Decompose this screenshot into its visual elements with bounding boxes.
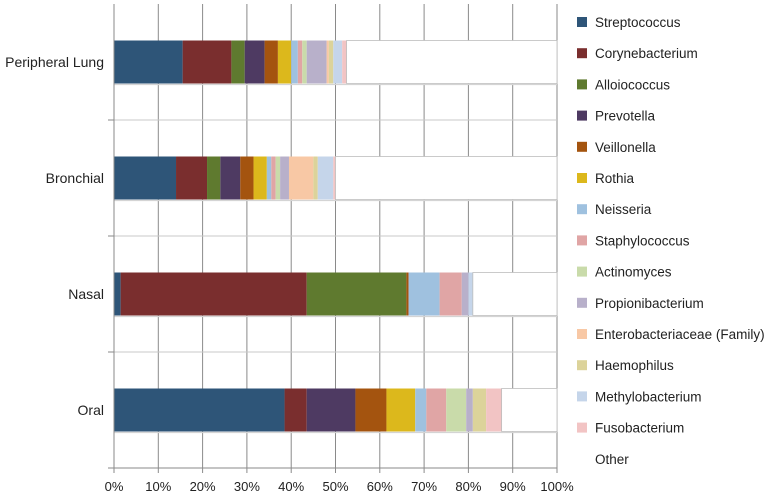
bar-segment-alloiococcus xyxy=(207,156,221,200)
bar-segment-propionibacterium xyxy=(461,272,469,316)
x-tick-label: 70% xyxy=(411,479,437,493)
bars xyxy=(114,40,558,434)
x-tick-label: 90% xyxy=(500,479,526,493)
bar-segment-fusobacterium xyxy=(342,40,347,84)
legend-label: Actinomyces xyxy=(595,265,672,280)
bar-segment-staphylococcus xyxy=(271,156,276,200)
bar-segment-rothia xyxy=(277,40,292,84)
x-tick-label: 100% xyxy=(540,479,574,493)
axes: 0% 10% 20% 30% 40% 50% 60% 70% 80% 90% 100% Periphe… xyxy=(5,4,574,493)
legend-label: Prevotella xyxy=(595,109,656,124)
bar-segment-other xyxy=(472,272,558,316)
bar-segment-actinomyces xyxy=(446,388,467,432)
bar-segment-neisseria xyxy=(266,156,272,200)
legend-swatch xyxy=(577,360,587,371)
legend-swatch xyxy=(577,266,587,277)
bar-segment-other xyxy=(346,40,558,84)
legend-swatch xyxy=(577,48,587,59)
bar-segment-corynebacterium xyxy=(182,40,232,84)
legend-swatch xyxy=(577,422,587,433)
legend: Streptococcus Corynebacterium Alloiococcus… xyxy=(577,15,765,467)
bar-segment-enterobacteriaceae-family xyxy=(326,40,329,84)
bar-segment-enterobacteriaceae-family xyxy=(288,156,314,200)
x-tick-label: 60% xyxy=(367,479,393,493)
legend-label: Methylobacterium xyxy=(595,389,702,404)
bar-segment-streptococcus xyxy=(114,388,285,432)
bar-segment-rothia xyxy=(253,156,267,200)
bar-segment-propionibacterium xyxy=(466,388,473,432)
bar-segment-staphylococcus xyxy=(426,388,447,432)
legend-label: Corynebacterium xyxy=(595,46,698,61)
legend-swatch xyxy=(577,329,587,339)
bar-segment-other xyxy=(501,388,558,432)
bar-segment-actinomyces xyxy=(302,40,307,84)
bar-segment-neisseria xyxy=(415,388,427,432)
legend-swatch xyxy=(577,391,587,402)
bar-segment-propionibacterium xyxy=(280,156,289,200)
legend-swatch xyxy=(577,297,587,308)
bar-segment-corynebacterium xyxy=(176,156,208,200)
bar-segment-methylobacterium xyxy=(468,272,473,316)
bar-segment-methylobacterium xyxy=(333,40,343,84)
bar-segment-fusobacterium xyxy=(486,388,502,432)
bar-segment-actinomyces xyxy=(275,156,281,200)
legend-swatch xyxy=(577,110,587,121)
bar-segment-propionibacterium xyxy=(306,40,327,84)
bar-segment-rothia xyxy=(386,388,416,432)
legend-label: Fusobacterium xyxy=(595,421,684,436)
bar-segment-prevotella xyxy=(306,388,356,432)
bar-segment-alloiococcus xyxy=(231,40,245,84)
legend-label: Enterobacteriaceae (Family) xyxy=(595,327,765,342)
bar-segment-neisseria xyxy=(291,40,298,84)
legend-swatch xyxy=(577,17,587,27)
x-tick-label: 20% xyxy=(190,479,216,493)
category-label: Oral xyxy=(78,402,104,418)
legend-label: Neisseria xyxy=(595,202,652,217)
bar-segment-staphylococcus xyxy=(297,40,303,84)
legend-label: Veillonella xyxy=(595,140,656,155)
x-tick-label: 10% xyxy=(145,479,171,493)
x-tick-label: 30% xyxy=(234,479,260,493)
bar-segment-corynebacterium xyxy=(120,272,307,316)
bar-segment-fusobacterium xyxy=(333,156,336,200)
bar-segment-other xyxy=(335,156,558,200)
legend-swatch xyxy=(577,141,587,152)
legend-label: Staphylococcus xyxy=(595,233,690,248)
bar-segment-haemophilus xyxy=(313,156,318,200)
bar-segment-streptococcus xyxy=(114,40,183,84)
bar-segment-veillonella xyxy=(240,156,254,200)
bar-segment-streptococcus xyxy=(114,272,121,316)
legend-swatch xyxy=(577,79,587,90)
legend-swatch xyxy=(577,204,587,215)
legend-swatch xyxy=(577,173,587,183)
legend-label: Propionibacterium xyxy=(595,296,704,311)
bar-segment-prevotella xyxy=(244,40,265,84)
legend-label: Alloiococcus xyxy=(595,77,670,92)
bar-segment-veillonella xyxy=(264,40,278,84)
category-label: Peripheral Lung xyxy=(5,54,104,70)
x-tick-label: 0% xyxy=(105,479,124,493)
bar-segment-streptococcus xyxy=(114,156,177,200)
category-label: Bronchial xyxy=(46,170,104,186)
bar-segment-staphylococcus xyxy=(439,272,462,316)
legend-swatch xyxy=(577,235,587,246)
category-label: Nasal xyxy=(68,286,104,302)
legend-label: Other xyxy=(595,452,629,467)
bar-segment-neisseria xyxy=(408,272,440,316)
x-tick-label: 50% xyxy=(322,479,348,493)
bar-segment-prevotella xyxy=(220,156,241,200)
bar-segment-haemophilus xyxy=(472,388,487,432)
x-tick-label: 40% xyxy=(278,479,304,493)
legend-label: Streptococcus xyxy=(595,15,681,30)
bar-segment-haemophilus xyxy=(328,40,334,84)
bar-segment-veillonella xyxy=(406,272,409,316)
bar-segment-methylobacterium xyxy=(317,156,334,200)
bar-segment-alloiococcus xyxy=(306,272,407,316)
bar-segment-corynebacterium xyxy=(284,388,307,432)
legend-label: Haemophilus xyxy=(595,358,674,373)
bar-segment-veillonella xyxy=(355,388,387,432)
x-tick-label: 80% xyxy=(455,479,481,493)
legend-label: Rothia xyxy=(595,171,635,186)
